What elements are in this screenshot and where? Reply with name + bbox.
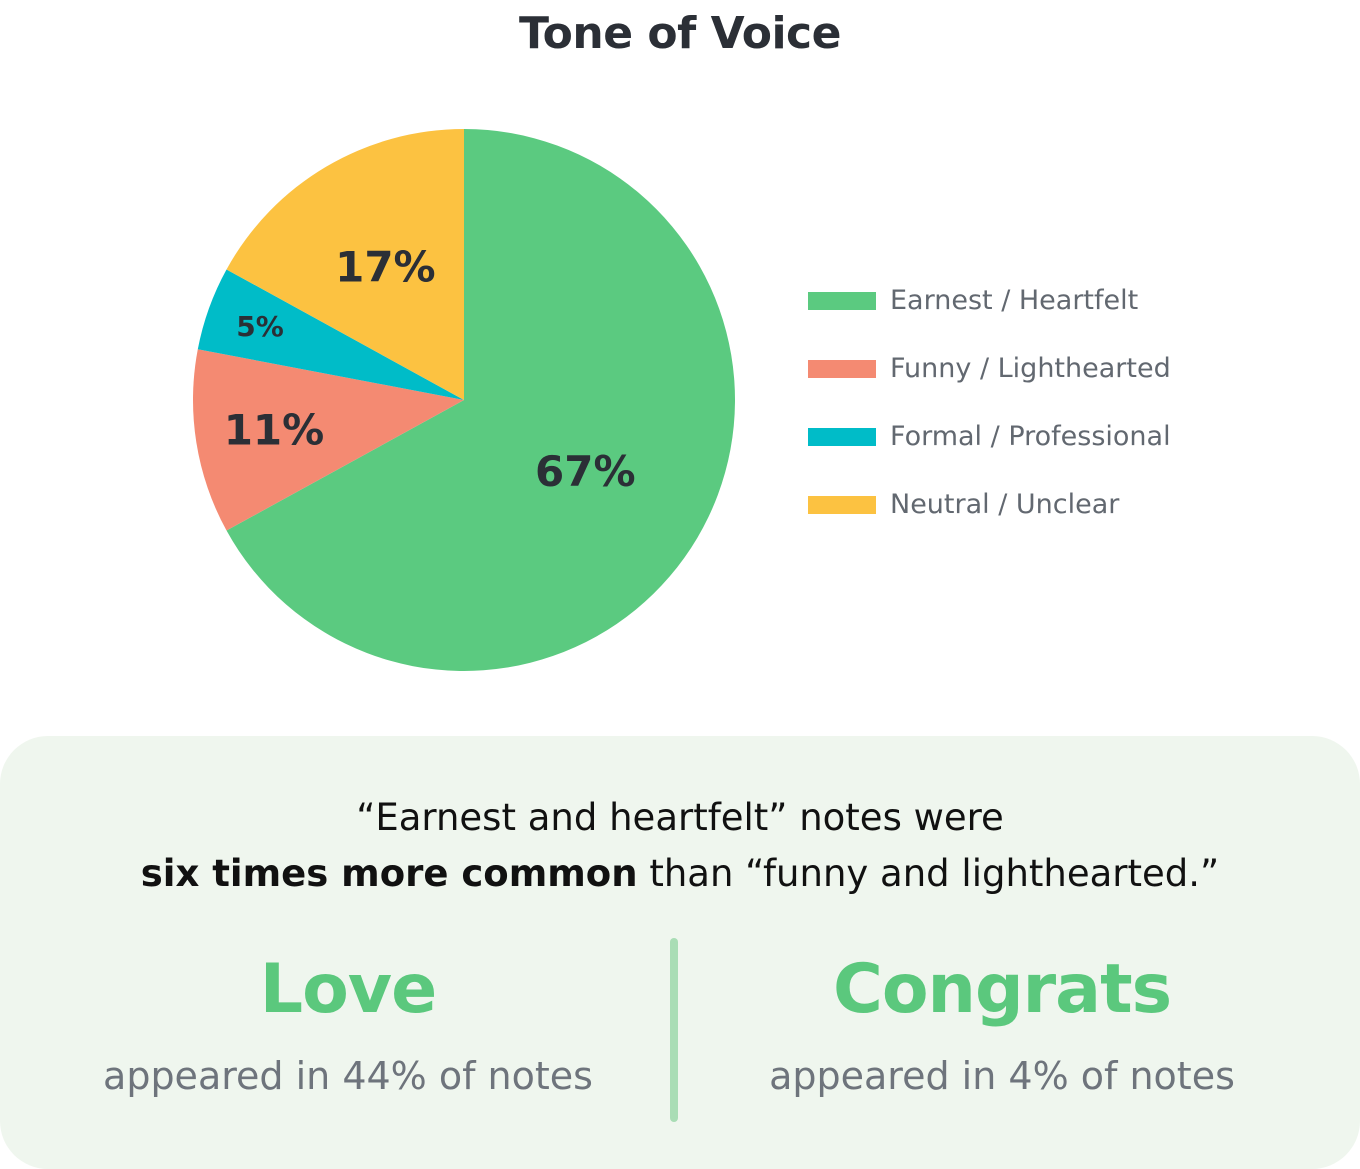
stat-divider bbox=[670, 938, 678, 1122]
legend-label: Earnest / Heartfelt bbox=[890, 285, 1139, 316]
summary-line-2: six times more common than “funny and li… bbox=[0, 852, 1360, 895]
stat-congrats-caption: appeared in 4% of notes bbox=[769, 1054, 1235, 1098]
pie-slice-funny-lighthearted bbox=[193, 349, 464, 531]
stat-congrats-word: Congrats bbox=[832, 950, 1172, 1029]
legend-swatch bbox=[808, 292, 876, 310]
legend-label: Neutral / Unclear bbox=[890, 489, 1120, 520]
stat-love-caption: appeared in 44% of notes bbox=[103, 1054, 593, 1098]
chart-title: Tone of Voice bbox=[519, 8, 841, 59]
legend-swatch bbox=[808, 496, 876, 514]
pie-labels: 67% 11% 5% 17% bbox=[224, 243, 636, 497]
stat-love-word: Love bbox=[259, 950, 438, 1029]
slice-data-label: 67% bbox=[535, 447, 636, 496]
legend-label: Formal / Professional bbox=[890, 421, 1171, 452]
legend-swatch bbox=[808, 360, 876, 378]
pie-slices bbox=[193, 129, 736, 671]
summary-emphasis: six times more common bbox=[140, 852, 638, 895]
legend-swatch bbox=[808, 428, 876, 446]
legend-label: Funny / Lighthearted bbox=[890, 353, 1171, 384]
summary-line-2-rest: than “funny and lighthearted.” bbox=[637, 852, 1220, 895]
slice-data-label: 5% bbox=[236, 310, 284, 343]
pie-chart: 67% 11% 5% 17% bbox=[193, 129, 736, 671]
slice-data-label: 11% bbox=[224, 406, 325, 455]
pie-slice-neutral-unclear bbox=[226, 129, 464, 400]
pie-slice-earnest-heartfelt bbox=[226, 129, 736, 671]
slice-data-label: 17% bbox=[335, 243, 436, 292]
summary-line-1: “Earnest and heartfelt” notes were bbox=[356, 796, 1004, 839]
pie-slice-formal-professional bbox=[197, 269, 464, 400]
summary-panel: “Earnest and heartfelt” notes were six t… bbox=[0, 736, 1360, 1169]
